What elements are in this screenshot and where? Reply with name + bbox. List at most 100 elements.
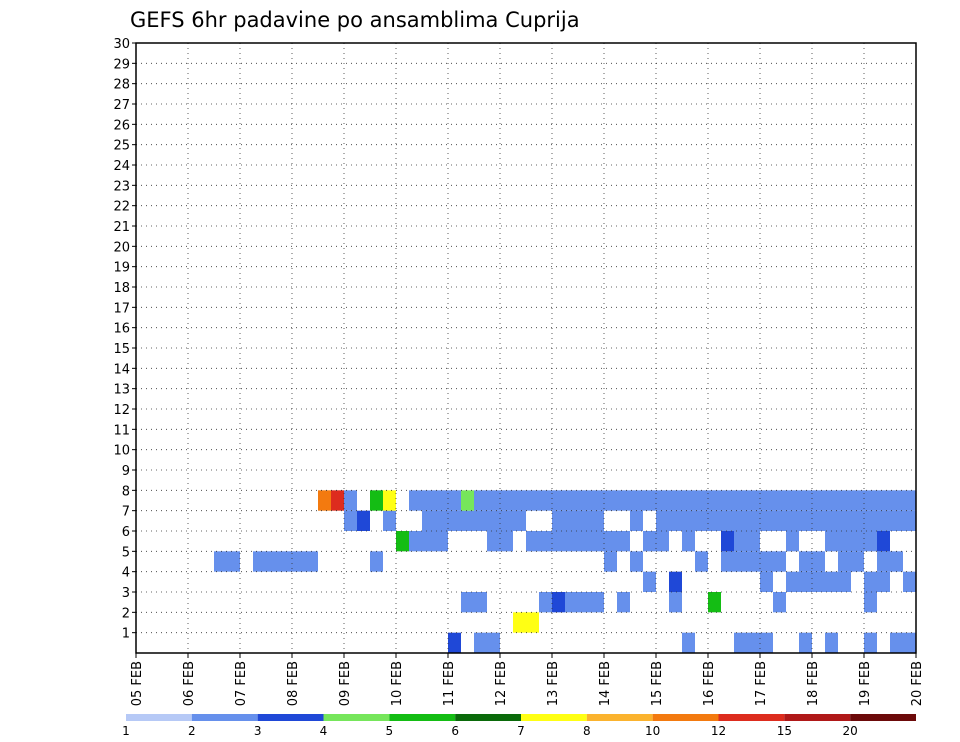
heatmap-cell xyxy=(370,490,383,511)
heatmap-cell xyxy=(604,551,617,572)
heatmap-cell xyxy=(487,531,500,552)
x-tick-label: 19 FEB xyxy=(858,661,873,706)
colorbar-swatch xyxy=(455,714,521,721)
x-tick-label: 07 FEB xyxy=(234,661,249,706)
heatmap-cell xyxy=(500,490,513,511)
heatmap-cell xyxy=(552,592,565,613)
heatmap-cell xyxy=(734,632,747,653)
heatmap-cell xyxy=(643,571,656,592)
heatmap-cell xyxy=(682,531,695,552)
y-tick-label: 14 xyxy=(113,362,130,377)
heatmap-cell xyxy=(877,531,890,552)
heatmap-cell xyxy=(877,490,890,511)
heatmap-cell xyxy=(370,551,383,572)
colorbar-swatch xyxy=(323,714,390,721)
heatmap-cell xyxy=(591,592,604,613)
y-tick-label: 6 xyxy=(122,525,130,540)
heatmap-cell xyxy=(409,490,422,511)
heatmap-cell xyxy=(435,531,448,552)
heatmap-cell xyxy=(747,510,760,531)
x-axis: 05 FEB 06 FEB 07 FEB 08 FEB 09 FEB 10 FEB 11 F… xyxy=(130,653,925,706)
colorbar-label: 6 xyxy=(451,724,459,738)
colorbar-swatch xyxy=(586,714,653,721)
heatmap-cell xyxy=(812,571,825,592)
heatmap-cell xyxy=(435,510,448,531)
y-tick-label: 17 xyxy=(113,301,130,316)
x-tick-label: 20 FEB xyxy=(910,661,925,706)
heatmap-cell xyxy=(318,490,331,511)
heatmap-cell xyxy=(786,490,799,511)
colorbar-swatch xyxy=(850,714,916,721)
heatmap-cell xyxy=(890,551,903,572)
heatmap-cell xyxy=(695,490,708,511)
heatmap-cell xyxy=(851,510,864,531)
heatmap-cell xyxy=(305,551,318,572)
heatmap-cell xyxy=(474,490,487,511)
heatmap-cell xyxy=(786,510,799,531)
heatmap-cell xyxy=(825,510,838,531)
heatmap-cell xyxy=(500,531,513,552)
heatmap-cell xyxy=(656,510,669,531)
heatmap-cell xyxy=(864,490,877,511)
x-tick-label: 12 FEB xyxy=(494,661,509,706)
y-tick-label: 19 xyxy=(113,261,130,276)
heatmap-cell xyxy=(838,490,851,511)
heatmap-cell xyxy=(448,510,461,531)
heatmap-cell xyxy=(760,551,773,572)
colorbar-swatch xyxy=(521,714,587,721)
heatmap-cell xyxy=(539,490,552,511)
colorbar-swatch xyxy=(784,714,851,721)
heatmap-cell xyxy=(578,510,591,531)
heatmap-cell xyxy=(461,510,474,531)
heatmap-cell xyxy=(721,531,734,552)
heatmap-cell xyxy=(331,490,344,511)
heatmap-cell xyxy=(669,592,682,613)
colorbar-label: 7 xyxy=(517,724,525,738)
heatmap-cell xyxy=(487,632,500,653)
y-tick-label: 21 xyxy=(113,220,130,235)
heatmap-cell xyxy=(448,490,461,511)
x-tick-label: 10 FEB xyxy=(390,661,405,706)
y-tick-label: 12 xyxy=(113,403,130,418)
y-tick-label: 5 xyxy=(122,545,130,560)
heatmap-cell xyxy=(851,531,864,552)
heatmap-cell xyxy=(903,510,916,531)
heatmap-cell xyxy=(279,551,292,572)
heatmap-cell xyxy=(448,632,461,653)
heatmap-cell xyxy=(708,592,721,613)
y-tick-label: 4 xyxy=(122,566,130,581)
heatmap-cell xyxy=(474,632,487,653)
heatmap-cell xyxy=(864,571,877,592)
heatmap-cell xyxy=(435,490,448,511)
heatmap-cell xyxy=(773,510,786,531)
y-tick-label: 1 xyxy=(122,627,130,642)
colorbar-label: 10 xyxy=(645,724,660,738)
heatmap-cell xyxy=(890,632,903,653)
colorbar: 1 2 3 4 5 6 7 8 10 12 15 20 xyxy=(122,714,916,738)
heatmap-cell xyxy=(812,490,825,511)
heatmap-cell xyxy=(773,551,786,572)
heatmap-cell xyxy=(578,592,591,613)
heatmap-cell xyxy=(591,490,604,511)
y-tick-label: 11 xyxy=(113,423,130,438)
heatmap-cell xyxy=(812,510,825,531)
heatmap-cell xyxy=(383,490,396,511)
y-tick-label: 29 xyxy=(113,57,130,72)
heatmap-cell xyxy=(877,571,890,592)
colorbar-label: 4 xyxy=(320,724,328,738)
heatmap-cell xyxy=(825,571,838,592)
heatmap-cell xyxy=(890,510,903,531)
heatmap-cell xyxy=(630,551,643,572)
heatmap-cell xyxy=(422,510,435,531)
heatmap-cell xyxy=(747,551,760,572)
heatmap-cell xyxy=(799,551,812,572)
heatmap-cell xyxy=(500,510,513,531)
heatmap-cell xyxy=(565,592,578,613)
colorbar-label: 8 xyxy=(583,724,591,738)
heatmap-cell xyxy=(422,490,435,511)
y-tick-label: 27 xyxy=(113,98,130,113)
heatmap-cell xyxy=(708,490,721,511)
heatmap-cell xyxy=(903,490,916,511)
heatmap-cell xyxy=(903,571,916,592)
heatmap-cell xyxy=(812,551,825,572)
